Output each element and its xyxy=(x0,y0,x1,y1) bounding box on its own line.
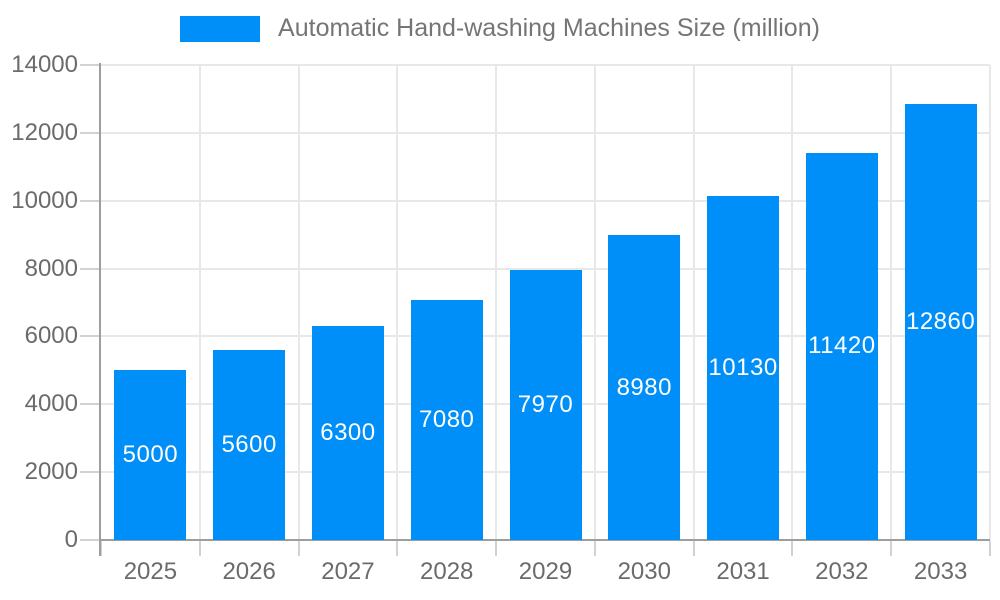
y-axis-tick xyxy=(80,539,101,541)
x-axis-label: 2029 xyxy=(518,558,573,585)
y-axis-tick xyxy=(80,335,101,338)
y-axis-label: 0 xyxy=(64,526,78,553)
y-axis-label: 4000 xyxy=(24,390,78,418)
x-axis-label: 2027 xyxy=(321,558,375,585)
bar[interactable]: 7080 xyxy=(410,299,483,540)
y-axis-label: 6000 xyxy=(24,322,78,350)
y-axis-tick xyxy=(80,131,101,134)
x-axis-tick xyxy=(593,541,596,556)
gridline-vertical xyxy=(890,65,893,540)
legend-series-label: Automatic Hand-washing Machines Size (mi… xyxy=(278,14,820,42)
y-axis-tick xyxy=(80,403,101,406)
bar[interactable]: 5000 xyxy=(114,370,187,540)
y-axis-label: 10000 xyxy=(11,186,78,214)
bar[interactable]: 8980 xyxy=(608,235,681,540)
x-axis-tick xyxy=(198,541,201,556)
gridline-vertical xyxy=(692,65,695,540)
x-axis-label: 2030 xyxy=(617,558,671,585)
y-axis-tick xyxy=(80,64,101,66)
bar[interactable]: 12860 xyxy=(904,103,977,540)
x-axis-tick xyxy=(791,541,794,556)
y-axis-tick xyxy=(80,199,101,202)
x-axis-tick xyxy=(890,541,893,556)
x-axis-label: 2028 xyxy=(420,558,474,585)
gridline-vertical xyxy=(297,65,300,540)
gridline-horizontal xyxy=(101,131,990,134)
x-axis-tick xyxy=(297,541,300,556)
gridline-vertical xyxy=(791,65,794,540)
bar-value-label: 7080 xyxy=(419,405,475,433)
legend-marker-swatch xyxy=(180,15,261,42)
gridline-vertical xyxy=(198,65,201,540)
bar-value-label: 10130 xyxy=(708,354,778,382)
x-axis-tick xyxy=(396,541,399,556)
x-axis-label: 2026 xyxy=(222,558,276,585)
y-axis-tick xyxy=(80,471,101,474)
bar[interactable]: 10130 xyxy=(707,196,780,540)
bar-value-label: 7970 xyxy=(517,390,574,418)
legend[interactable]: Automatic Hand-washing Machines Size (mi… xyxy=(0,14,1000,43)
gridline-vertical xyxy=(593,65,596,540)
bar[interactable]: 5600 xyxy=(213,350,286,540)
gridline-vertical xyxy=(495,65,498,540)
x-axis-tick xyxy=(692,541,695,556)
x-axis-tick xyxy=(495,541,498,556)
bar[interactable]: 11420 xyxy=(805,152,878,540)
bar-value-label: 11420 xyxy=(808,332,876,360)
x-axis-label: 2025 xyxy=(123,558,178,585)
y-axis-tick xyxy=(80,267,101,270)
y-axis-label: 14000 xyxy=(11,51,78,78)
gridline-horizontal xyxy=(101,267,990,270)
bar-value-label: 8980 xyxy=(616,373,672,401)
bar-value-label: 5600 xyxy=(221,431,277,458)
y-axis-line xyxy=(99,63,101,556)
x-axis-line xyxy=(99,539,990,541)
bar-value-label: 12860 xyxy=(905,307,976,335)
bar-value-label: 6300 xyxy=(320,419,376,447)
x-axis-tick xyxy=(989,541,991,556)
gridline-horizontal xyxy=(101,64,990,66)
y-axis-label: 8000 xyxy=(24,254,78,282)
gridline-horizontal xyxy=(101,199,990,202)
bar[interactable]: 7970 xyxy=(509,269,582,540)
y-axis-label: 2000 xyxy=(24,458,78,486)
x-axis-label: 2031 xyxy=(716,558,770,585)
bar[interactable]: 6300 xyxy=(311,326,384,540)
y-axis-label: 12000 xyxy=(11,118,78,146)
gridline-vertical xyxy=(989,65,991,540)
gridline-vertical xyxy=(396,65,399,540)
x-axis-label: 2033 xyxy=(913,558,968,585)
x-axis-tick xyxy=(100,541,102,556)
bar-value-label: 5000 xyxy=(122,441,179,469)
x-axis-label: 2032 xyxy=(815,558,869,585)
